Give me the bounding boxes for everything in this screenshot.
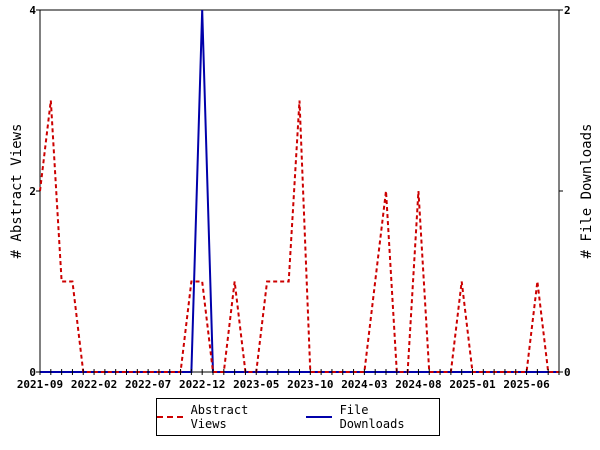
legend: Abstract Views File Downloads bbox=[156, 398, 440, 436]
legend-item-file-downloads: File Downloads bbox=[306, 403, 439, 431]
x-tick-label: 2022-12 bbox=[179, 378, 225, 391]
x-tick-label: 2023-05 bbox=[233, 378, 279, 391]
legend-label-abstract-views: Abstract Views bbox=[190, 403, 249, 431]
y2-axis-title: # File Downloads bbox=[579, 124, 595, 259]
legend-label-file-downloads: File Downloads bbox=[339, 403, 405, 431]
x-tick-label: 2023-10 bbox=[287, 378, 333, 391]
y-axis-ticks: 0 2 4 bbox=[29, 4, 40, 379]
y-tick-label: 0 bbox=[29, 366, 36, 379]
x-tick-label: 2025-01 bbox=[449, 378, 496, 391]
x-tick-label: 2021-09 bbox=[17, 378, 63, 391]
series-line-file-downloads bbox=[40, 9, 559, 373]
legend-swatch-abstract-views bbox=[157, 416, 183, 418]
legend-item-abstract-views: Abstract Views bbox=[157, 403, 290, 431]
x-axis-ticks: 2021-09 2022-02 2022-07 2022-12 2023-05 2023-… bbox=[17, 369, 560, 391]
series-line-abstract-views bbox=[39, 100, 559, 373]
y2-tick-label: 0 bbox=[564, 366, 571, 379]
y-tick-label: 4 bbox=[29, 4, 36, 17]
y-axis-title: # Abstract Views bbox=[9, 124, 25, 259]
plot-area bbox=[39, 9, 560, 373]
legend-swatch-file-downloads bbox=[306, 416, 332, 418]
x-tick-label: 2022-02 bbox=[71, 378, 117, 391]
x-tick-label: 2024-08 bbox=[395, 378, 441, 391]
x-tick-label: 2022-07 bbox=[125, 378, 171, 391]
y2-axis-ticks: 02 bbox=[559, 4, 571, 379]
x-tick-label: 2024-03 bbox=[341, 378, 387, 391]
plot-frame bbox=[39, 9, 560, 373]
series-layer bbox=[39, 9, 559, 373]
x-tick-label: 2025-06 bbox=[503, 378, 550, 391]
y-tick-label: 2 bbox=[29, 185, 36, 198]
y2-tick-label: 2 bbox=[564, 4, 571, 17]
